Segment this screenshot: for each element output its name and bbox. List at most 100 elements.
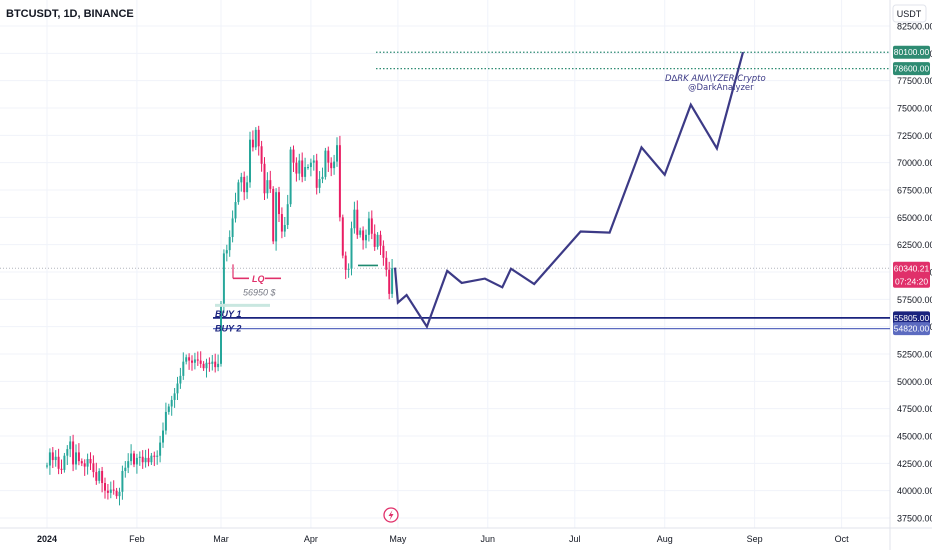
candle-body <box>144 457 147 463</box>
candle-body <box>156 455 159 457</box>
buy2-label: BUY 2 <box>215 324 241 334</box>
candle-body <box>54 456 57 461</box>
candle-body <box>205 362 208 369</box>
level-lines <box>0 51 890 330</box>
candle-body <box>275 192 278 242</box>
candle-body <box>254 129 257 148</box>
candle-body <box>135 457 138 465</box>
lq-annotation[interactable]: LQ 56950 $ <box>215 264 281 307</box>
candle-body <box>211 361 214 364</box>
candle-body <box>208 362 211 364</box>
price-tick-label: 37500.00 <box>897 514 932 524</box>
watermark-title: D∆RK ANΛ\YZER Crypto <box>665 74 766 84</box>
candle-body <box>234 202 237 219</box>
price-tick-label: 70000.00 <box>897 158 932 168</box>
lightning-bolt-icon[interactable] <box>383 507 399 523</box>
candle-body <box>385 257 388 270</box>
price-tick-label: 57500.00 <box>897 295 932 305</box>
time-tick-label: Aug <box>657 534 673 544</box>
time-tick-label: Feb <box>129 534 145 544</box>
time-tick-label: Sep <box>747 534 763 544</box>
candle-body <box>304 167 307 177</box>
candle-body <box>104 483 106 491</box>
candle-body <box>356 209 359 235</box>
currency-button[interactable] <box>892 4 927 23</box>
candle-body <box>220 303 222 364</box>
candle-body <box>127 461 130 468</box>
symbol-title[interactable]: BTCUSDT, 1D, BINANCE <box>6 8 134 20</box>
plot-area[interactable] <box>0 0 890 528</box>
buy1-label: BUY 1 <box>215 309 241 319</box>
candle-body <box>338 145 341 218</box>
candle-body <box>272 188 275 242</box>
price-tag-value: 60340.21 <box>894 263 930 273</box>
candle-body <box>341 217 344 256</box>
candle-body <box>388 269 391 294</box>
candle-body <box>362 230 365 241</box>
candle-body <box>202 363 205 369</box>
candle-body <box>164 411 167 431</box>
candle-body <box>170 399 173 407</box>
candle-body <box>150 455 153 463</box>
candle-body <box>153 455 156 457</box>
candle-body <box>391 268 394 294</box>
price-tick-label: 77500.00 <box>897 76 932 86</box>
candle-body <box>222 253 225 304</box>
candle-body <box>72 441 75 465</box>
candle-body <box>283 224 286 232</box>
price-tick-label: 50000.00 <box>897 377 932 387</box>
candle-body <box>257 129 260 147</box>
price-tick-label: 52500.00 <box>897 350 932 360</box>
price-tick-label: 42500.00 <box>897 459 932 469</box>
candle-body <box>347 268 350 270</box>
candle-body <box>312 160 315 163</box>
candle-body <box>141 456 144 463</box>
candle-body <box>240 176 243 183</box>
candle-body <box>289 149 292 205</box>
candle-body <box>327 150 330 163</box>
candle-body <box>228 237 231 251</box>
candle-countdown: 07:24:20 <box>895 276 928 286</box>
candle-body <box>60 468 63 470</box>
candle-body <box>118 491 121 497</box>
price-tags: 80100.00 78600.00 60340.21 07:24:20 55805.00… <box>893 45 930 336</box>
candle-body <box>193 359 196 363</box>
price-tag-value: 55805.00 <box>894 313 930 323</box>
candle-body <box>286 204 289 225</box>
candle-body <box>95 472 98 481</box>
candle-body <box>333 161 336 169</box>
candle-body <box>182 361 185 376</box>
currency-label[interactable]: USDT <box>897 9 922 19</box>
time-tick-label: Jul <box>569 534 581 544</box>
candle-body <box>269 180 272 189</box>
lq-zone-bar <box>215 303 270 307</box>
time-tick-label: Jun <box>481 534 496 544</box>
candle-body <box>162 430 164 443</box>
candle-body <box>321 176 324 180</box>
candle-body <box>57 456 60 469</box>
candle-body <box>251 139 254 148</box>
price-tag-value: 78600.00 <box>894 64 930 74</box>
candle-body <box>217 363 220 368</box>
candle-body <box>249 139 251 183</box>
price-tag-target: 78600.00 <box>893 62 930 76</box>
candle-body <box>138 456 141 458</box>
candle-body <box>86 458 89 467</box>
price-tag-value: 54820.00 <box>894 324 930 334</box>
projection-path[interactable] <box>393 51 745 330</box>
price-tick-label: 40000.00 <box>897 486 932 496</box>
candle-body <box>376 234 379 247</box>
candle-body <box>278 192 280 215</box>
candle-body <box>130 453 133 462</box>
candle-body <box>133 453 135 465</box>
candle-body <box>63 455 66 470</box>
candle-body <box>344 255 347 270</box>
candle-body <box>124 467 127 471</box>
candle-body <box>301 160 304 177</box>
price-tag-value: 80100.00 <box>894 47 930 57</box>
price-tag-current: 60340.21 07:24:20 <box>893 261 930 288</box>
candle-body <box>185 357 188 362</box>
candle-body <box>237 182 240 203</box>
candle-body <box>214 361 217 368</box>
